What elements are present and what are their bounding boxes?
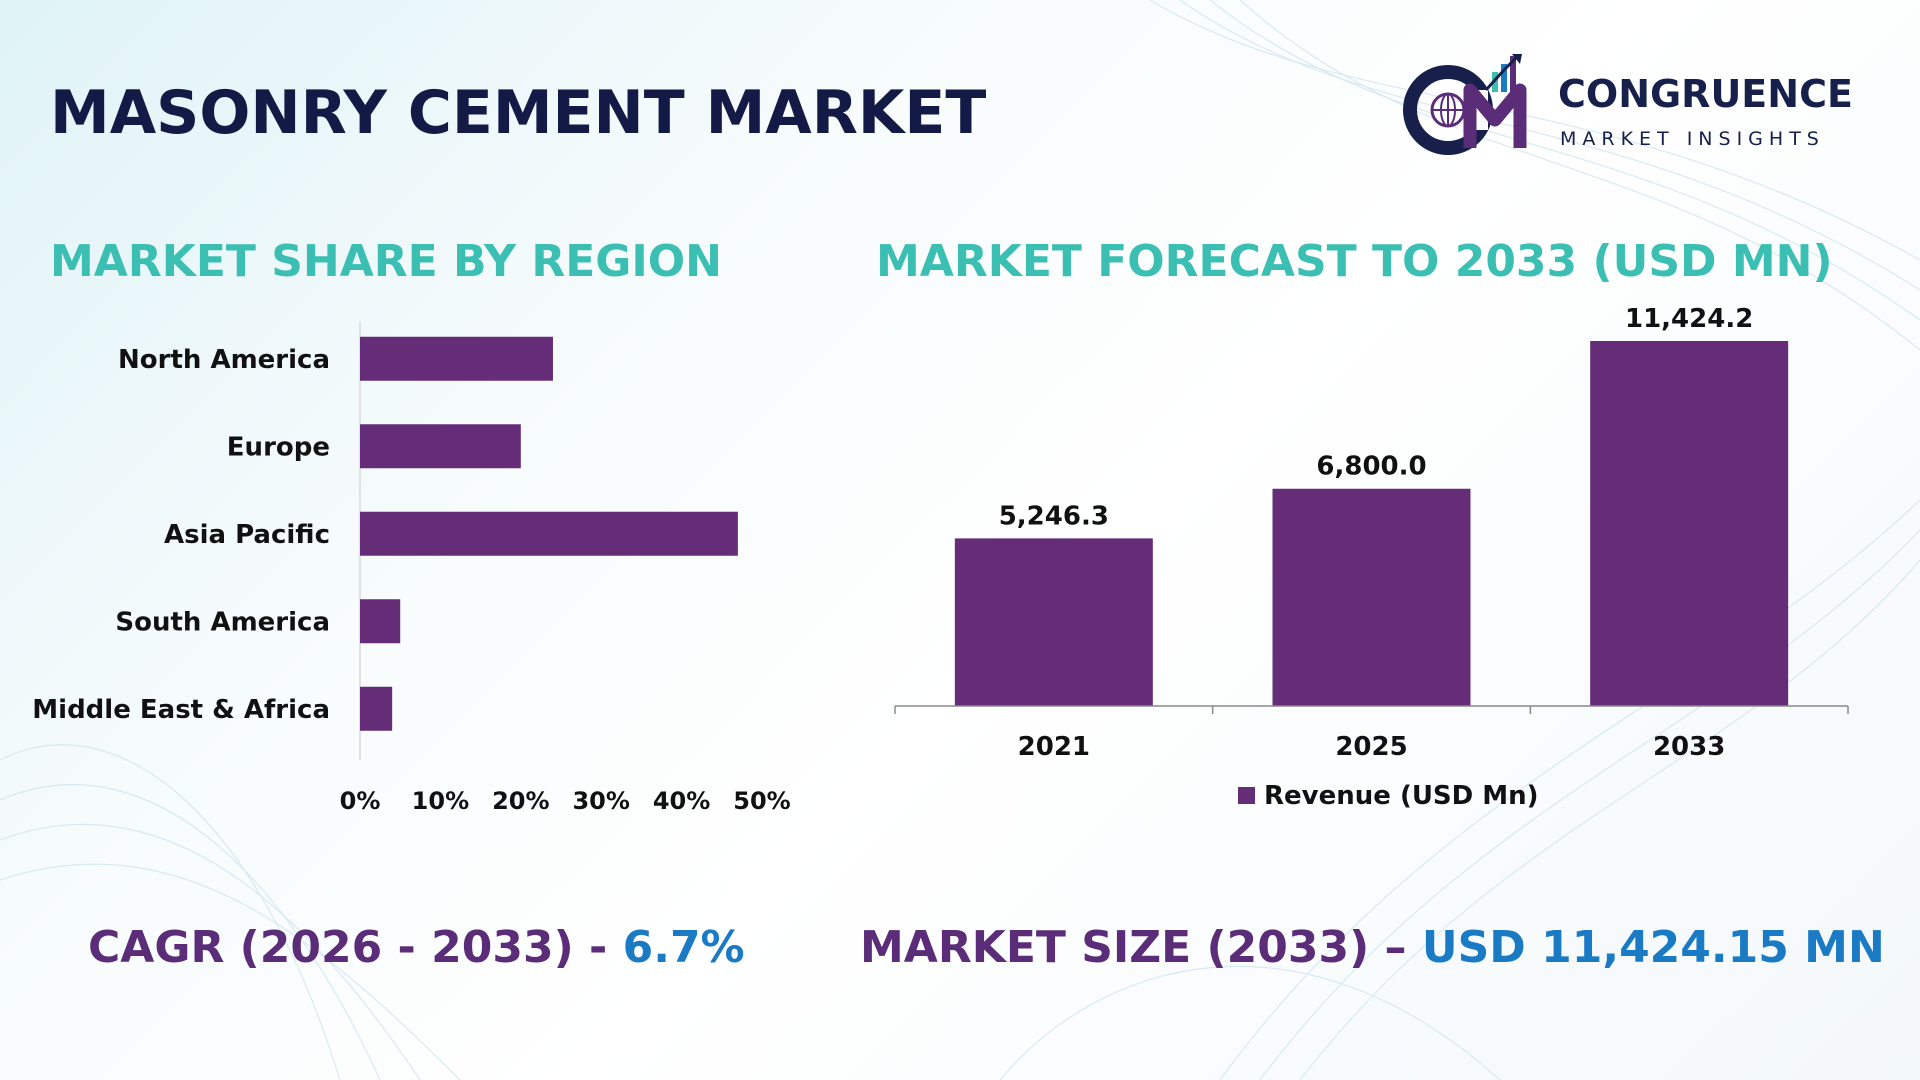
region-label: Middle East & Africa (32, 695, 330, 725)
forecast-category-label: 2033 (1653, 732, 1725, 762)
region-label: Asia Pacific (164, 520, 330, 550)
region-bar (360, 686, 393, 731)
region-tick-label: 40% (653, 787, 710, 815)
logo-mark-icon (1403, 54, 1527, 155)
forecast-data-label: 5,246.3 (999, 501, 1109, 531)
cagr-stat: CAGR (2026 - 2033) - 6.7% (88, 922, 745, 973)
legend-label: Revenue (USD Mn) (1264, 781, 1539, 811)
region-bar (360, 424, 521, 469)
region-bar (360, 599, 401, 644)
market-size-value: USD 11,424.15 MN (1421, 922, 1885, 973)
forecast-section-title: MARKET FORECAST TO 2033 (USD MN) (876, 236, 1833, 287)
region-tick-label: 0% (340, 787, 381, 815)
region-tick-label: 10% (412, 787, 469, 815)
region-section-title: MARKET SHARE BY REGION (50, 236, 722, 287)
region-bar (360, 511, 738, 556)
forecast-category-label: 2025 (1335, 732, 1407, 762)
region-bar (360, 336, 553, 381)
company-logo: CONGRUENCE MARKET INSIGHTS (1400, 50, 1870, 160)
forecast-category-label: 2021 (1018, 732, 1090, 762)
region-label: North America (118, 345, 330, 375)
legend-swatch (1238, 787, 1255, 804)
forecast-data-label: 6,800.0 (1316, 452, 1426, 482)
page-title: MASONRY CEMENT MARKET (50, 78, 987, 148)
region-tick-label: 30% (572, 787, 629, 815)
logo-tagline: MARKET INSIGHTS (1560, 128, 1825, 150)
market-size-label: MARKET SIZE (2033) – (860, 922, 1422, 973)
region-label: South America (115, 607, 330, 637)
region-tick-label: 20% (492, 787, 549, 815)
forecast-bar (1590, 341, 1789, 706)
region-tick-label: 50% (733, 787, 790, 815)
cagr-value: 6.7% (622, 922, 745, 973)
logo-name: CONGRUENCE (1558, 72, 1853, 116)
forecast-data-label: 11,424.2 (1625, 304, 1753, 334)
cagr-label: CAGR (2026 - 2033) - (88, 922, 623, 973)
market-size-stat: MARKET SIZE (2033) – USD 11,424.15 MN (860, 922, 1885, 973)
forecast-bar (1272, 488, 1471, 706)
forecast-bar (954, 538, 1153, 706)
region-label: Europe (227, 432, 330, 462)
